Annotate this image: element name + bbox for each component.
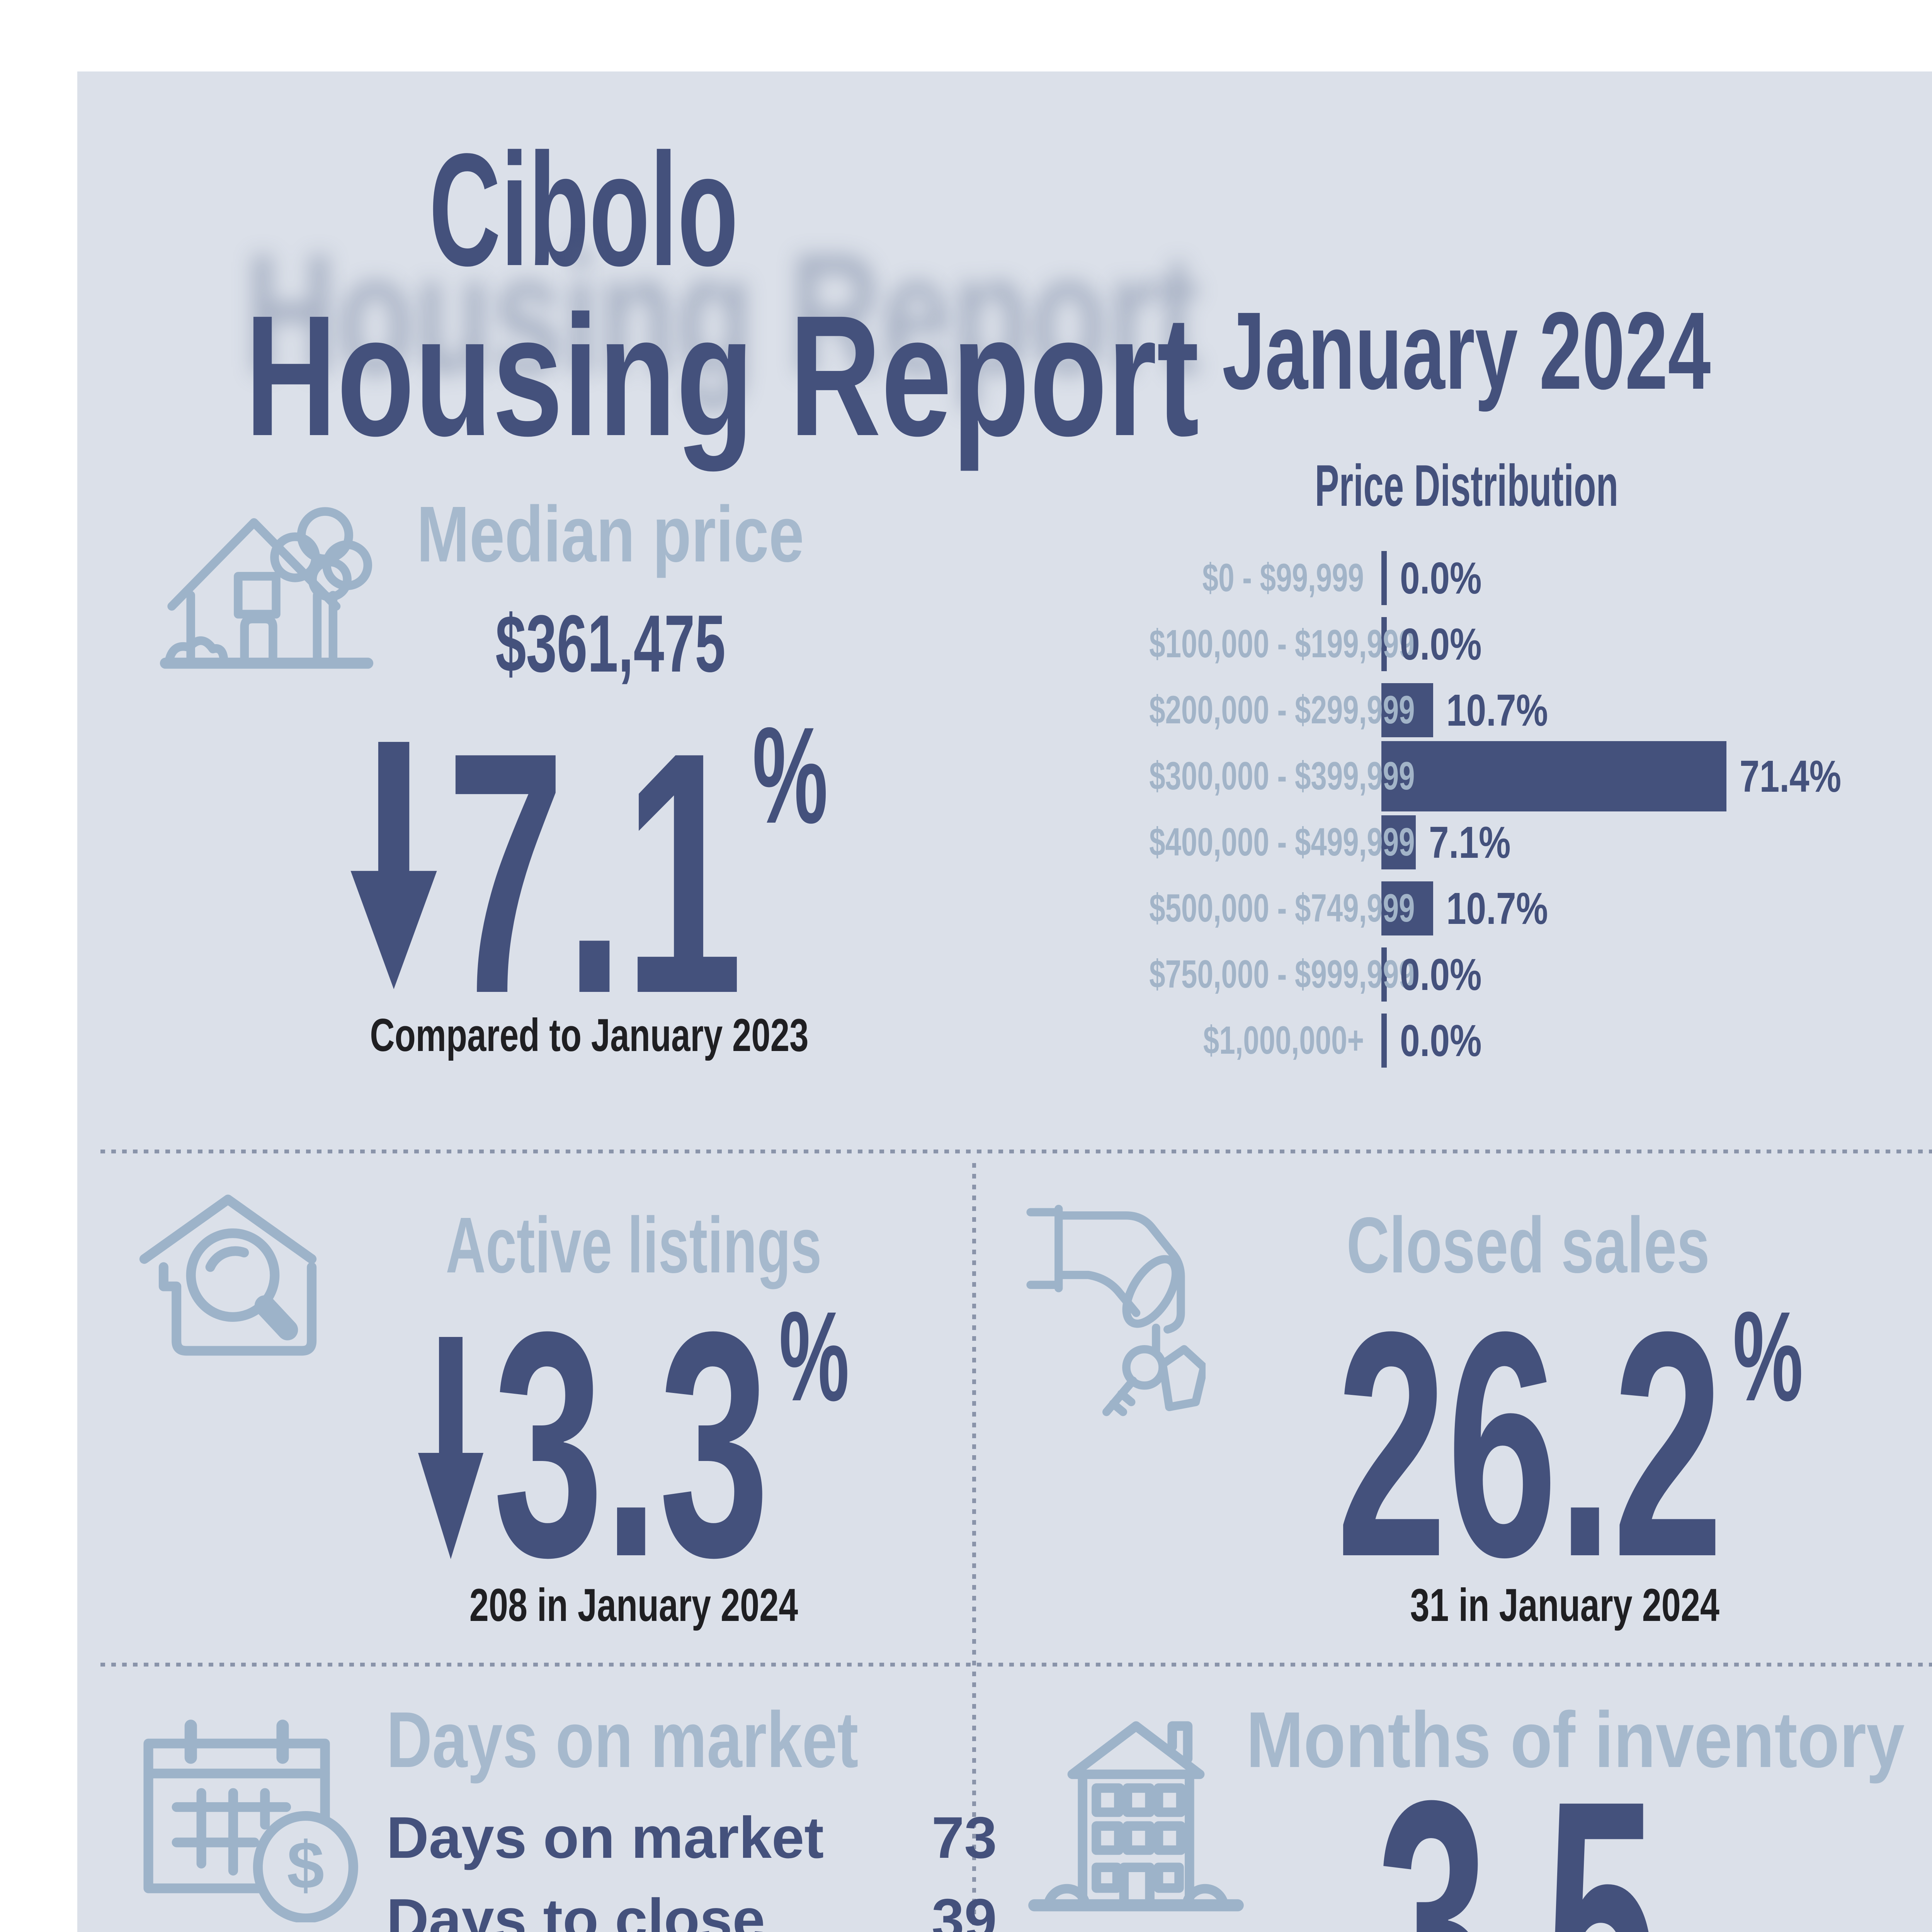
report-panel: Cibolo Housing Report January 2024 Price… <box>77 71 1932 1932</box>
median-price-value: $361,475 <box>495 598 726 689</box>
active-listings-note: 208 in January 2024 <box>469 1579 798 1631</box>
horizontal-divider <box>100 1663 1932 1667</box>
svg-text:$: $ <box>287 1828 325 1903</box>
closed-sales-change: 26.2 % <box>1336 1265 1803 1623</box>
chart-category-label: $750,000 - $999,999 <box>1149 952 1415 996</box>
chart-bar <box>1381 1013 1387 1068</box>
active-listings-change-value: 3.3 <box>493 1265 770 1623</box>
chart-category-label: $1,000,000+ <box>1203 1018 1364 1062</box>
hand-with-keys-icon <box>1026 1204 1206 1416</box>
price-distribution-title: Price Distribution <box>1315 453 1618 519</box>
report-title: Cibolo Housing Report <box>77 120 1199 462</box>
row-label: Days to close <box>386 1887 765 1932</box>
months-of-inventory-heading: Months of inventory <box>1246 1696 1905 1784</box>
chart-category-label: $400,000 - $499,999 <box>1149 820 1415 864</box>
closed-sales-section: Closed sales <box>1229 1202 1828 1289</box>
chart-value-label: 0.0% <box>1400 1015 1482 1066</box>
price-distribution-chart: $0 - $99,999 0.0% $100,000 - $199,999 0.… <box>1051 545 1932 1073</box>
median-price-note: Compared to January 2023 <box>370 1009 809 1061</box>
down-arrow-icon <box>418 1337 484 1559</box>
title-report: Housing Report <box>245 280 1199 472</box>
chart-value-label: 10.7% <box>1446 685 1548 735</box>
active-listings-section: Active listings <box>325 1202 943 1289</box>
chart-bar <box>1381 741 1726 811</box>
chart-row: $100,000 - $199,999 0.0% <box>1051 611 1932 677</box>
median-price-change-value: 7.1 <box>446 680 743 1065</box>
chart-row: $400,000 - $499,999 7.1% <box>1051 809 1932 875</box>
down-arrow-icon <box>350 742 437 989</box>
median-price-heading: Median price <box>417 490 804 578</box>
table-row: Days to close 39 <box>386 1890 997 1932</box>
row-value: 73 <box>931 1805 997 1871</box>
report-period: January 2024 <box>1222 289 1711 412</box>
months-of-inventory-section: Months of inventory <box>1246 1696 1932 1784</box>
chart-category-label: $300,000 - $399,999 <box>1149 754 1415 798</box>
days-on-market-section: Days on market <box>386 1696 976 1784</box>
chart-bar <box>1381 683 1433 737</box>
row-value: 39 <box>931 1887 997 1932</box>
chart-bar <box>1381 815 1416 869</box>
house-magnifier-icon <box>139 1194 317 1356</box>
median-price-change: 7.1 % <box>332 680 847 1065</box>
closed-sales-change-value: 26.2 <box>1336 1265 1723 1623</box>
chart-category-label: $0 - $99,999 <box>1202 556 1364 600</box>
months-of-inventory-value: 3.5 <box>1376 1728 1657 1932</box>
chart-bar <box>1381 947 1387 1002</box>
days-on-market-table: Days on market 73 Days to close 39 Total… <box>386 1808 997 1932</box>
chart-row: $1,000,000+ 0.0% <box>1051 1007 1932 1073</box>
chart-value-label: 10.7% <box>1446 883 1548 934</box>
median-price-section: Median price <box>340 491 881 578</box>
active-listings-change: 3.3 % <box>418 1265 849 1623</box>
percent-sign: % <box>1733 1285 1803 1427</box>
closed-sales-heading: Closed sales <box>1346 1201 1710 1289</box>
chart-row: $750,000 - $999,999 0.0% <box>1051 941 1932 1007</box>
chart-value-label: 0.0% <box>1400 553 1482 603</box>
percent-sign: % <box>779 1285 849 1427</box>
closed-sales-note: 31 in January 2024 <box>1410 1579 1720 1631</box>
active-listings-heading: Active listings <box>446 1201 822 1289</box>
chart-category-label: $200,000 - $299,999 <box>1149 688 1415 732</box>
house-with-tree-icon <box>160 507 374 669</box>
chart-row: $300,000 - $399,999 71.4% <box>1051 741 1932 811</box>
chart-value-label: 0.0% <box>1400 619 1482 669</box>
chart-bar <box>1381 551 1387 605</box>
table-row: Days on market 73 <box>386 1808 997 1867</box>
chart-category-label: $100,000 - $199,999 <box>1149 622 1415 666</box>
chart-row: $500,000 - $749,999 10.7% <box>1051 875 1932 941</box>
chart-value-label: 71.4% <box>1740 751 1842 801</box>
apartment-building-icon <box>1028 1721 1244 1912</box>
chart-value-label: 0.0% <box>1400 949 1482 1000</box>
vertical-divider <box>972 1163 976 1932</box>
days-on-market-heading: Days on market <box>386 1696 859 1784</box>
chart-bar <box>1381 617 1387 671</box>
calendar-dollar-icon: $ <box>143 1719 358 1922</box>
chart-value-label: 7.1% <box>1429 817 1511 867</box>
title-city: Cibolo <box>429 120 738 299</box>
chart-bar <box>1381 881 1433 935</box>
percent-sign: % <box>752 699 828 852</box>
horizontal-divider <box>100 1150 1932 1153</box>
chart-row: $0 - $99,999 0.0% <box>1051 545 1932 611</box>
chart-row: $200,000 - $299,999 10.7% <box>1051 677 1932 743</box>
chart-category-label: $500,000 - $749,999 <box>1149 886 1415 930</box>
row-label: Days on market <box>386 1805 824 1871</box>
